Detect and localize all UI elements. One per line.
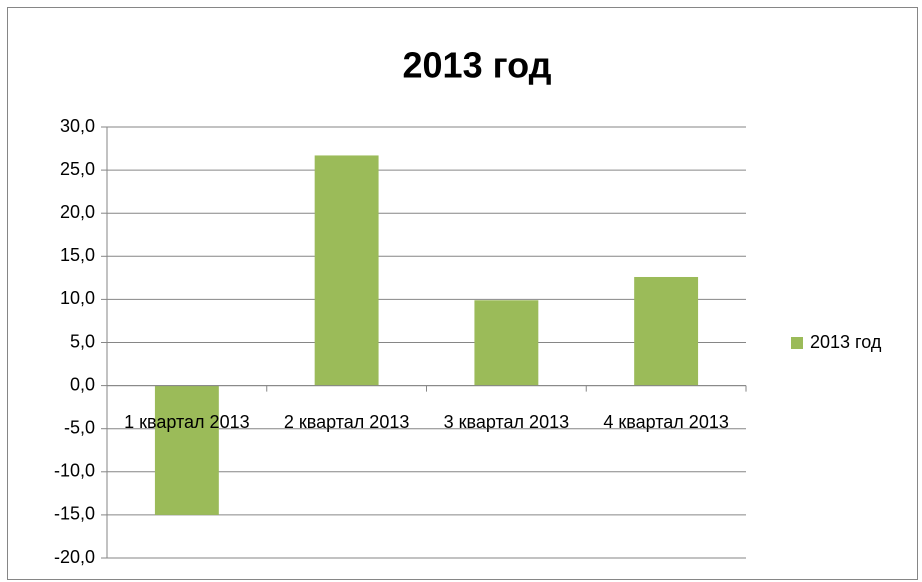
y-tick-label: -20,0 xyxy=(54,547,95,567)
y-tick-label: 15,0 xyxy=(60,245,95,265)
y-tick-label: 25,0 xyxy=(60,159,95,179)
y-tick-label: 0,0 xyxy=(70,374,95,394)
bar xyxy=(314,155,379,386)
y-tick-label: 10,0 xyxy=(60,288,95,308)
x-tick-label: 1 квартал 2013 xyxy=(124,411,250,432)
chart-border xyxy=(7,7,918,580)
x-tick-label: 3 квартал 2013 xyxy=(443,411,570,432)
bar xyxy=(474,300,539,386)
x-tick-label: 2 квартал 2013 xyxy=(283,411,410,432)
y-tick-label: -15,0 xyxy=(54,504,95,524)
y-tick-label: -5,0 xyxy=(64,417,95,437)
bar xyxy=(634,276,699,386)
x-tick-label: 4 квартал 2013 xyxy=(603,411,729,432)
y-tick-label: 5,0 xyxy=(70,331,95,351)
y-tick-label: -10,0 xyxy=(54,461,95,481)
legend-label: 2013 год xyxy=(810,332,882,352)
y-tick-label: 20,0 xyxy=(60,202,95,222)
bar xyxy=(154,385,219,515)
y-tick-label: 30,0 xyxy=(60,116,95,136)
chart-title: 2013 год xyxy=(403,45,552,86)
legend-swatch xyxy=(791,337,803,349)
